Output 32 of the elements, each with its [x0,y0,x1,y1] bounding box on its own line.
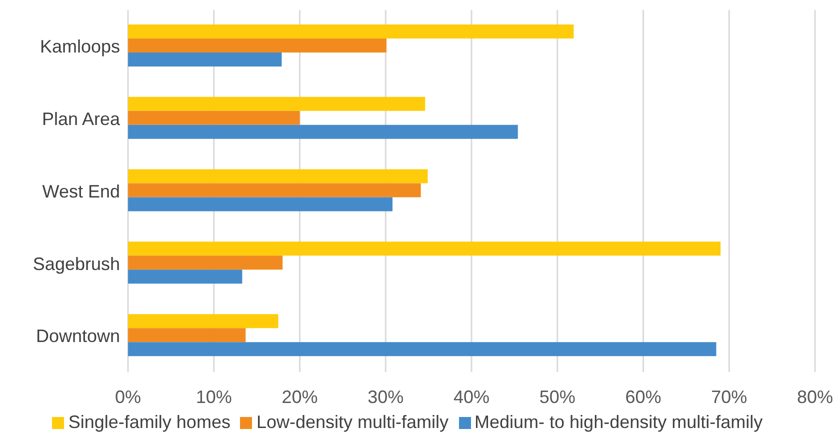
bar [128,124,518,139]
bar [128,52,282,66]
bar [128,24,574,38]
bar [128,270,242,284]
bar [128,169,428,184]
bar [128,96,426,111]
x-tick-label: 70% [711,386,748,407]
x-tick-label: 40% [453,386,490,407]
y-tick-label: West End [42,181,120,202]
legend-label: Medium- to high-density multi-family [474,412,763,432]
legend-label: Single-family homes [68,412,230,432]
bar [128,197,392,212]
legend-label: Low-density multi-family [256,412,449,432]
bar [128,256,283,270]
x-tick-label: 30% [368,386,404,407]
bar [128,110,300,125]
x-tick-label: 20% [282,386,318,407]
y-tick-label: Sagebrush [32,254,120,274]
x-tick-label: 0% [114,386,142,407]
x-tick-label: 50% [539,386,576,407]
bar [128,328,246,342]
x-tick-label: 80% [796,386,834,407]
bar [128,242,721,256]
x-tick-label: 60% [625,386,662,407]
x-tick-label: 10% [196,386,232,407]
y-tick-label: Downtown [36,326,120,346]
y-tick-label: Kamloops [40,36,120,57]
y-tick-label: Plan Area [42,108,121,129]
bar [128,38,386,52]
bar [128,314,278,328]
bar [128,183,421,198]
bar [128,342,716,356]
